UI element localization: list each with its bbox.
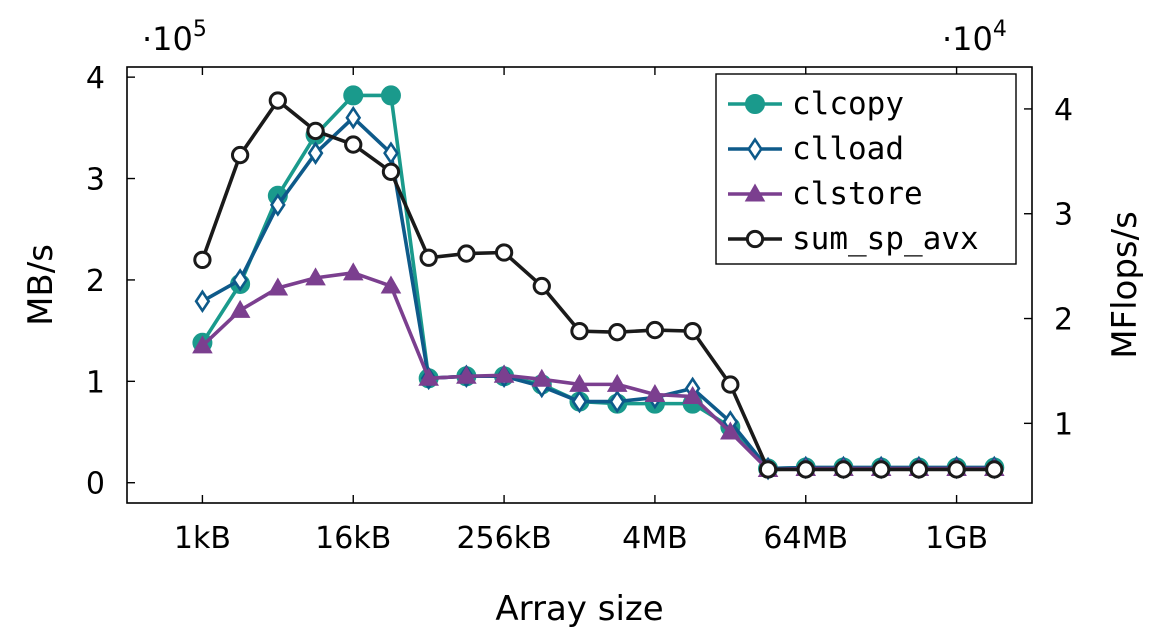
x-tick-label: 64MB (763, 521, 848, 556)
y2-axis-label: MFlops/s (1105, 211, 1145, 359)
data-point (344, 135, 363, 154)
y2-scale-label: ·104 (942, 17, 1007, 58)
data-point (720, 421, 741, 440)
series-sum-sp-avx (193, 91, 1004, 479)
data-point (457, 244, 476, 263)
legend-label: sum_sp_avx (792, 221, 979, 257)
data-point (193, 250, 212, 269)
data-point (834, 460, 853, 479)
y-axis-label: MB/s (21, 244, 61, 326)
x-tick-label: 1kB (174, 521, 231, 556)
data-point (570, 321, 589, 341)
series-layer (192, 85, 1005, 481)
y-tick-label: 1 (86, 365, 105, 400)
data-point (493, 364, 515, 383)
plot-frame (126, 66, 1033, 504)
y-tick-label: 2 (86, 264, 105, 299)
data-point (571, 389, 588, 414)
y2-tick-label: 2 (1054, 303, 1073, 338)
legend-marker (745, 94, 765, 114)
data-point (532, 276, 551, 296)
data-point (494, 243, 514, 262)
x-tick-label: 1GB (925, 521, 988, 556)
y2-tick-label: 4 (1054, 93, 1073, 128)
data-point (342, 262, 364, 281)
legend-label: clstore (792, 176, 923, 212)
data-point (307, 141, 324, 165)
data-point (380, 85, 401, 106)
data-point (456, 365, 477, 384)
x-axis-label: Array size (495, 589, 663, 629)
data-point (419, 248, 438, 267)
y-scale-label: ·105 (142, 17, 207, 58)
data-point (569, 373, 590, 392)
data-point (872, 460, 891, 479)
data-point (192, 335, 213, 354)
data-point (230, 145, 250, 165)
data-point (609, 389, 626, 414)
data-point (305, 267, 326, 286)
data-point (380, 275, 402, 294)
data-point (721, 375, 740, 394)
data-point (306, 121, 325, 141)
legend-label: clcopy (792, 86, 904, 122)
data-point (345, 105, 362, 130)
y-tick-label: 0 (86, 467, 105, 502)
legend-marker (745, 229, 765, 249)
legend-marker (744, 183, 766, 202)
series-line (201, 271, 995, 472)
data-point (194, 289, 211, 314)
data-point (267, 277, 289, 296)
y2-tick-label: 1 (1054, 407, 1073, 442)
data-point (644, 383, 666, 403)
data-point (683, 321, 702, 341)
x-tick-label: 256kB (456, 521, 551, 556)
data-point (268, 91, 287, 110)
y-tick-label: 4 (86, 61, 105, 96)
data-point (606, 373, 628, 392)
y2-tick-label: 3 (1054, 198, 1073, 233)
data-point (909, 460, 929, 479)
legend-item: clstore (728, 176, 923, 212)
data-point (645, 320, 665, 340)
legend-item: clcopy (728, 86, 904, 122)
series-clstore (192, 262, 1005, 478)
data-point (269, 193, 286, 217)
data-point (796, 460, 815, 479)
data-point (232, 268, 248, 292)
data-point (758, 460, 778, 479)
legend-marker (747, 137, 763, 161)
data-point (531, 368, 553, 387)
y-tick-label: 3 (86, 163, 105, 198)
data-point (682, 386, 703, 405)
x-tick-label: 16kB (315, 521, 391, 556)
data-point (608, 323, 627, 342)
x-tick-label: 4MB (622, 521, 688, 556)
data-point (343, 85, 364, 106)
legend-item: clload (728, 131, 904, 167)
legend: clcopy clload clstore sum_sp_avx (715, 73, 1017, 265)
legend-item: sum_sp_avx (728, 221, 979, 257)
data-point (418, 367, 439, 386)
legend-label: clload (792, 131, 904, 167)
data-point (229, 299, 251, 318)
data-point (985, 460, 1004, 479)
data-point (383, 141, 399, 165)
series-line (200, 98, 995, 472)
data-point (381, 162, 401, 181)
data-point (947, 460, 966, 479)
